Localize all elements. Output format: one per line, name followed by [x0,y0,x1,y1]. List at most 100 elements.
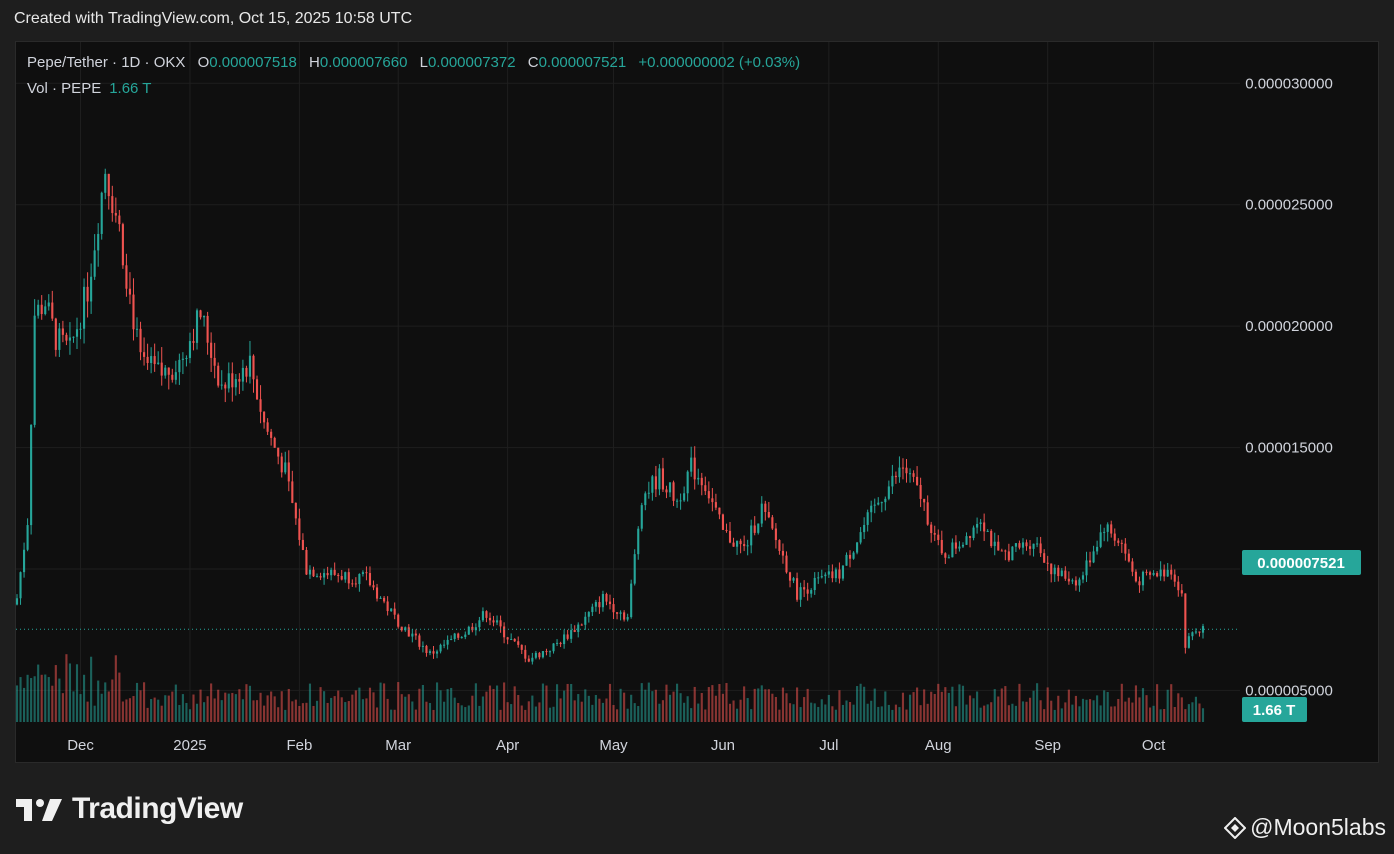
candle-body [598,602,601,608]
symbol-label[interactable]: Pepe/Tether · 1D · OKX [27,54,186,71]
volume-bar [1113,706,1116,722]
volume-bar [220,700,223,722]
volume-bar [90,656,93,722]
volume-bar [457,702,460,722]
volume-bar [361,699,364,722]
candle-body [1039,543,1042,554]
volume-bar [393,709,396,722]
high-label: H [309,54,320,71]
candle-body [1131,561,1134,572]
y-tick-label: 0.000030000 [1245,75,1333,92]
volume-bar [884,691,887,722]
volume-bar [856,686,859,722]
candle-body [513,638,516,642]
candle-body [616,612,619,614]
volume-bar [644,689,647,722]
candle-body [354,583,357,585]
candle-body [128,288,132,295]
volume-bar [97,680,100,722]
candle-body [1159,569,1162,577]
candle-body [150,356,153,364]
candle-body [654,476,657,490]
volume-bar [344,702,347,722]
candle-body [474,627,477,631]
candle-body [1088,560,1092,563]
candle-body [757,523,760,533]
candle-body [577,624,580,632]
candle-body [404,627,407,631]
volume-bar [315,700,319,722]
volume-bar [298,705,301,722]
volume-bar [203,702,206,722]
candle-body [831,571,834,579]
candle-body [771,517,774,529]
candle-body [510,638,513,640]
volume-bar [1173,706,1176,722]
volume-bar [510,704,513,722]
volume-bar [548,707,552,722]
volume-bar [54,665,57,722]
volume-bar [1198,703,1201,722]
volume-bar [577,694,580,722]
chart-panel[interactable] [15,41,1379,763]
candle-body [1173,574,1176,582]
volume-bar [778,709,781,722]
volume-bar [1032,690,1035,722]
candle-body [774,528,777,541]
candle-body [796,578,799,600]
candle-body [1184,593,1187,648]
candle-body [93,250,96,277]
author-credit: @Moon5labs [1224,814,1386,841]
x-tick-label: Jul [819,737,838,754]
candle-body [347,572,350,584]
volume-bar [443,701,446,722]
candle-body [1145,571,1148,573]
volume-bar [1004,686,1007,722]
volume-bar [30,678,33,722]
volume-label[interactable]: Vol · PEPE [27,80,102,97]
volume-bar [513,686,516,722]
candle-body [856,542,859,553]
candle-body [199,310,202,318]
candle-body [1085,560,1088,576]
volume-bar [912,692,915,722]
volume-bar [368,687,372,722]
volume-bar [305,702,308,722]
candle-body [19,572,22,599]
volume-bar [58,678,61,722]
volume-bar [817,706,820,722]
candle-body [245,367,248,377]
volume-bar [637,706,640,722]
candle-body [330,569,333,576]
candle-body [361,572,364,575]
volume-bar [658,703,661,722]
brand-name: TradingView [72,792,243,825]
volume-bar [930,691,933,722]
candle-body [506,637,509,640]
candle-body [40,304,43,315]
volume-bar [418,688,421,722]
volume-bar [541,683,544,722]
volume-bar [150,699,153,722]
volume-bar [1180,697,1183,722]
candle-body [1096,546,1099,552]
candle-body [545,651,548,653]
candle-body [937,534,940,540]
volume-bar [640,683,643,722]
volume-bar [474,683,477,722]
candle-body [693,457,696,480]
last-volume-badge: 1.66 T [1242,697,1307,722]
candle-body [672,482,675,501]
candle-body [714,502,717,508]
candle-body [61,328,64,335]
volume-bar [728,703,732,722]
candle-body [923,498,926,503]
candle-body [623,612,626,620]
volume-bar [810,702,813,722]
candle-body [143,352,146,357]
volume-bar [732,700,735,722]
volume-bar [538,702,541,722]
candle-body [940,539,943,554]
candle-body [591,606,594,613]
